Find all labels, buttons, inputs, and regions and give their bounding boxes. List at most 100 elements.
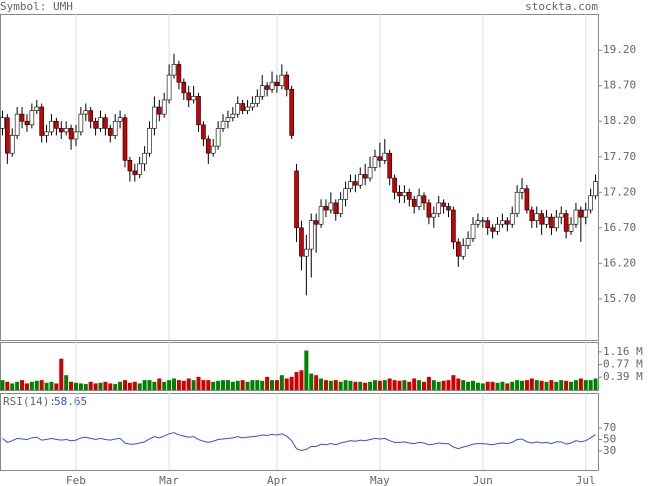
volume-bar — [103, 381, 108, 390]
candle-body — [353, 181, 358, 186]
candle-body — [519, 188, 525, 193]
candle-body — [132, 170, 138, 175]
volume-bar — [78, 383, 83, 390]
volume-bar — [162, 381, 167, 390]
candle-body — [240, 103, 245, 111]
volume-bar — [475, 382, 480, 390]
candle-body — [19, 113, 25, 122]
volume-bar — [152, 381, 157, 390]
volume-bar — [201, 380, 206, 390]
candle-body — [259, 85, 265, 97]
candle-body — [279, 74, 285, 87]
candle-body — [372, 156, 378, 168]
volume-bar — [54, 383, 59, 390]
y-tick-label: 18.20 — [603, 114, 636, 127]
y-tick-label: 1.16 M — [603, 345, 643, 358]
volume-bar — [69, 381, 74, 390]
volume-bar — [593, 378, 598, 390]
candle-body — [142, 152, 147, 165]
candle-body — [475, 220, 481, 225]
candle-body — [98, 117, 103, 129]
candle-body — [112, 120, 118, 136]
volume-bar — [59, 358, 64, 390]
volume-bar — [328, 380, 333, 390]
volume-bar — [397, 380, 402, 390]
volume-bar — [495, 382, 500, 390]
volume-bar — [412, 378, 417, 390]
candle-body — [269, 81, 275, 90]
x-tick-label: Jul — [576, 474, 596, 486]
candle-body — [171, 64, 177, 76]
volume-bar — [221, 380, 226, 390]
candle-body — [465, 238, 471, 246]
candle-body — [554, 216, 559, 229]
candle-body — [122, 117, 128, 161]
volume-bar — [172, 378, 177, 390]
candle-body — [9, 135, 15, 154]
volume-bar — [279, 375, 284, 390]
candle-body — [191, 96, 196, 101]
candle-body — [24, 120, 30, 126]
candle-body — [210, 145, 216, 154]
volume-bar — [93, 383, 98, 390]
candle-body — [578, 209, 584, 218]
volume-bar — [583, 380, 588, 390]
x-tick-label: Feb — [66, 474, 86, 486]
volume-bar — [167, 380, 172, 390]
candle-body — [206, 138, 211, 154]
candle-body — [289, 88, 294, 136]
volume-bar — [113, 384, 118, 390]
y-tick-label: 19.20 — [603, 43, 636, 56]
volume-bar — [304, 350, 309, 390]
volume-bar — [554, 381, 559, 390]
volume-bar — [118, 381, 123, 390]
candle-body — [343, 188, 348, 200]
volume-bar — [353, 381, 358, 390]
candle-body — [451, 209, 456, 243]
candle-body — [411, 199, 417, 207]
candle-body — [406, 191, 412, 200]
volume-bar — [564, 380, 569, 390]
candle-body — [73, 131, 79, 140]
candle-body — [215, 128, 221, 147]
candle-body — [255, 96, 260, 104]
volume-bar — [34, 380, 39, 390]
rsi-line — [2, 432, 596, 451]
y-tick-label: 0.77 M — [603, 358, 643, 371]
volume-bar — [446, 380, 451, 390]
volume-bar — [314, 375, 319, 390]
volume-bar — [230, 381, 235, 390]
volume-bar — [186, 378, 191, 390]
volume-bar — [382, 380, 387, 390]
candle-body — [147, 128, 152, 154]
candle-body — [127, 160, 133, 172]
candle-body — [230, 113, 236, 118]
candle-body — [157, 106, 162, 115]
volume-bar — [456, 378, 461, 390]
candle-body — [509, 213, 515, 225]
candle-body — [166, 74, 172, 101]
y-tick-label: 15.70 — [603, 292, 636, 305]
volume-bar — [520, 380, 525, 390]
volume-bar — [573, 380, 578, 390]
volume-bar — [505, 383, 510, 390]
volume-bar — [451, 375, 456, 390]
candle-body — [29, 110, 35, 126]
volume-bar — [421, 381, 426, 390]
volume-bar — [485, 381, 490, 390]
y-tick-label: 30 — [603, 444, 616, 457]
y-tick-label: 17.20 — [603, 185, 636, 198]
volume-bar — [323, 380, 328, 390]
candle-body — [201, 124, 206, 140]
candle-body — [490, 227, 495, 232]
candle-body — [470, 223, 476, 239]
candle-body — [362, 174, 368, 179]
candle-body — [304, 248, 309, 257]
volume-bar — [343, 380, 348, 390]
volume-bar — [417, 380, 422, 390]
candle-body — [103, 117, 108, 129]
candle-body — [348, 181, 353, 190]
candle-body — [563, 213, 569, 232]
volume-bar — [372, 380, 377, 390]
